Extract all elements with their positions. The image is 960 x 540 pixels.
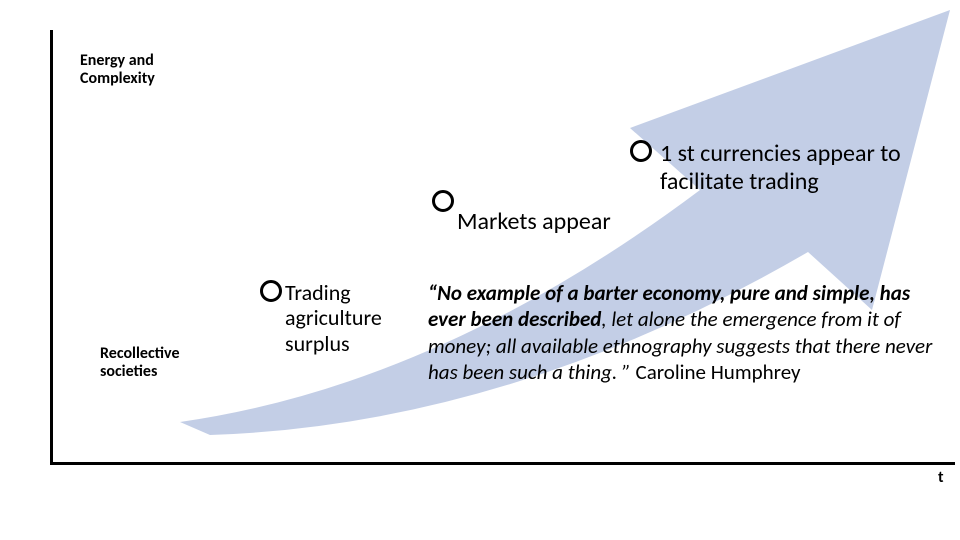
milestone-trading-label: Trading agriculture surplus <box>285 280 435 356</box>
origin-label: Recollective societies <box>100 345 180 382</box>
milestone-markets-label: Markets appear <box>457 208 617 236</box>
y-axis <box>50 30 53 465</box>
y-axis-label: Energy and Complexity <box>80 52 155 89</box>
marker-markets <box>432 190 454 212</box>
x-axis-label: t <box>938 468 944 487</box>
marker-currencies <box>630 140 652 162</box>
marker-trading <box>260 280 282 302</box>
quote-text: “No example of a barter economy, pure an… <box>428 280 938 385</box>
milestone-currencies-label: 1 st currencies appear to facilitate tra… <box>660 140 940 195</box>
x-axis <box>50 462 955 465</box>
diagram-stage: Energy and Complexity t Recollective soc… <box>0 0 960 540</box>
